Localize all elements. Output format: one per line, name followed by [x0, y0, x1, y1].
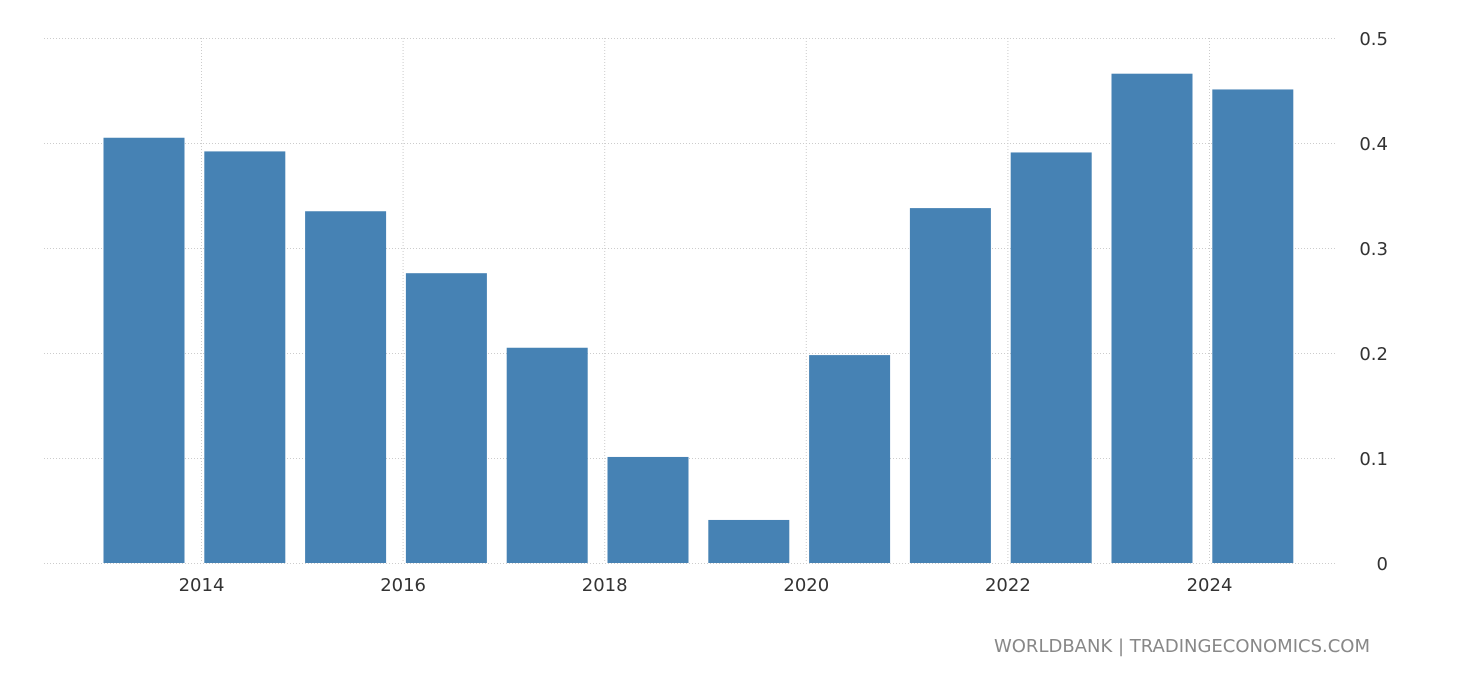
bar-2022 — [1010, 152, 1092, 563]
x-tick-labels: 2014 2016 2018 2020 2022 2024 — [179, 575, 1233, 596]
y-tick-label: 0.1 — [1359, 449, 1388, 470]
x-tick-label: 2022 — [985, 575, 1031, 596]
bar-2014 — [204, 151, 286, 563]
bar-2023 — [1111, 73, 1193, 563]
y-tick-labels: 0 0.1 0.2 0.3 0.4 0.5 — [1359, 29, 1388, 575]
y-tick-label: 0.2 — [1359, 344, 1388, 365]
bar-2017 — [506, 347, 588, 563]
x-tick-label: 2016 — [380, 575, 426, 596]
bar-2024 — [1212, 89, 1294, 563]
bar-2020 — [809, 355, 891, 563]
y-tick-label: 0.3 — [1359, 239, 1388, 260]
bar-2019 — [708, 519, 790, 563]
x-tick-label: 2014 — [179, 575, 225, 596]
bar-2013 — [103, 137, 185, 563]
x-tick-label: 2018 — [582, 575, 628, 596]
y-tick-label: 0 — [1377, 554, 1388, 575]
source-footer: WORLDBANK | TRADINGECONOMICS.COM — [994, 636, 1370, 657]
x-tick-label: 2020 — [783, 575, 829, 596]
bars — [103, 73, 1294, 563]
bar-2021 — [909, 208, 991, 563]
x-tick-label: 2024 — [1187, 575, 1233, 596]
bar-2016 — [405, 273, 487, 563]
bar-2018 — [607, 456, 689, 563]
y-tick-label: 0.5 — [1359, 29, 1388, 50]
bar-2015 — [305, 211, 387, 563]
y-tick-label: 0.4 — [1359, 134, 1388, 155]
grid-lines — [44, 38, 1335, 564]
